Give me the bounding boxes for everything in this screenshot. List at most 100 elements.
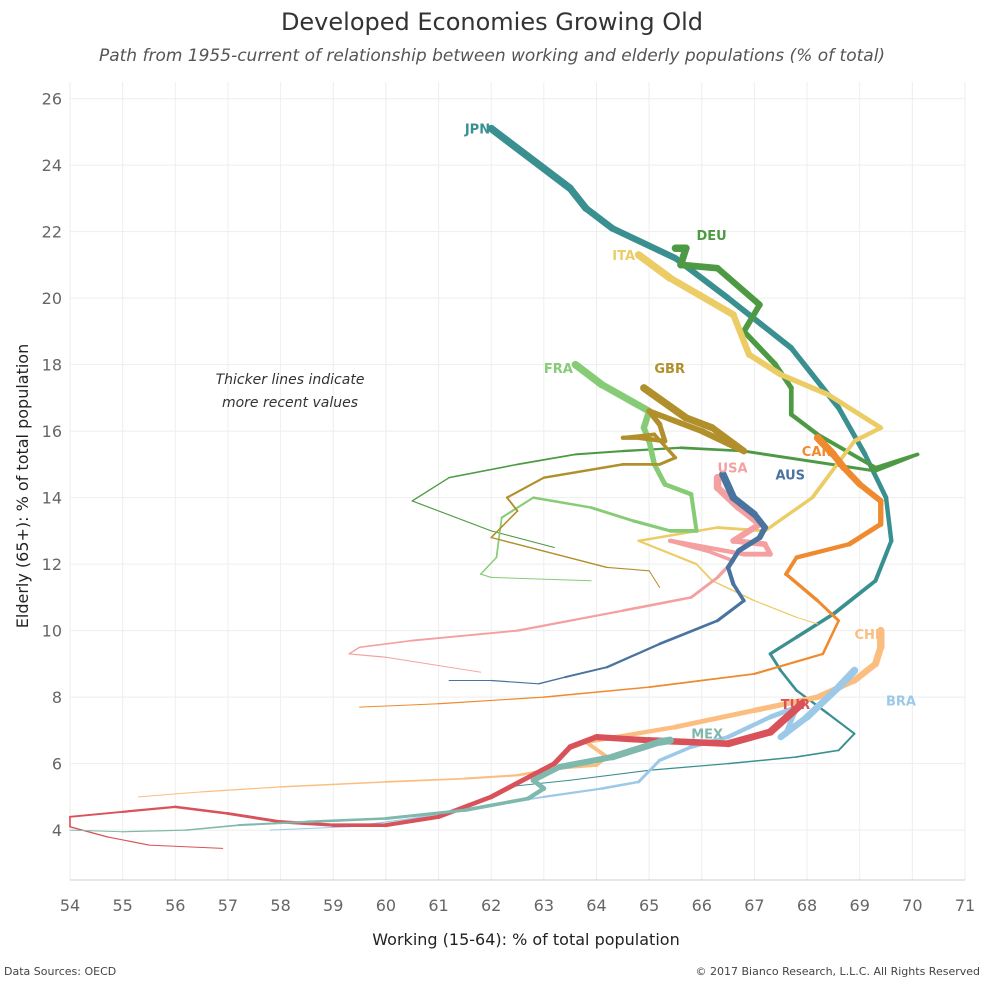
- grid: [69, 82, 966, 881]
- line-segment: [714, 265, 763, 308]
- line-segment: [705, 549, 736, 563]
- line-segment: [640, 384, 690, 422]
- line-segment: [582, 204, 616, 232]
- x-axis-ticks: 54 55 56 57 58 59 60 61 62 63 64 65 66 67 68 69 70 71: [60, 896, 975, 915]
- series-gbr: [490, 384, 748, 588]
- line-segment: [840, 464, 863, 488]
- line-segment: [831, 578, 878, 616]
- line-segment: [736, 534, 763, 554]
- line-segment: [658, 456, 677, 466]
- line-segment: [237, 820, 308, 827]
- x-tick-label: 57: [218, 896, 238, 915]
- line-segment: [794, 612, 836, 640]
- line-segment: [600, 780, 640, 790]
- data-source-note: Data Sources: OECD: [4, 965, 117, 978]
- line-segment: [714, 484, 743, 512]
- line-segment: [779, 669, 798, 692]
- series-bra: [269, 666, 859, 831]
- line-segment: [569, 769, 650, 781]
- line-segment: [411, 629, 519, 642]
- line-segment: [305, 817, 388, 824]
- line-segment: [657, 421, 668, 444]
- series-mex: [69, 736, 674, 833]
- line-segment: [348, 646, 361, 655]
- line-segment: [751, 694, 821, 714]
- y-tick-label: 18: [42, 356, 62, 375]
- line-segment: [448, 463, 519, 479]
- line-segment: [673, 708, 757, 730]
- line-segment: [666, 274, 737, 319]
- series-label-fra: FRA: [544, 362, 573, 377]
- line-segment: [69, 829, 124, 833]
- line-segment: [608, 738, 664, 761]
- line-segment: [488, 761, 557, 800]
- line-segment: [525, 786, 546, 801]
- series-can: [359, 434, 884, 708]
- x-tick-label: 70: [902, 896, 922, 915]
- line-segment: [463, 774, 519, 780]
- line-segment: [563, 666, 608, 679]
- y-tick-label: 6: [52, 755, 62, 774]
- line-segment: [741, 328, 779, 368]
- series-chl: [137, 626, 885, 798]
- line-segment: [873, 452, 920, 470]
- line-segment: [634, 251, 674, 282]
- line-segment: [479, 556, 498, 575]
- line-segment: [411, 477, 450, 502]
- line-segment: [69, 826, 108, 838]
- line-segment: [708, 424, 748, 455]
- line-segment: [605, 642, 661, 669]
- line-segment: [677, 261, 721, 272]
- line-segment: [716, 526, 767, 533]
- line-segment: [837, 732, 856, 752]
- series-label-aus: AUS: [775, 468, 805, 483]
- line-segment: [411, 500, 492, 532]
- line-segment: [768, 635, 799, 656]
- line-segment: [490, 536, 608, 569]
- x-axis-label: Working (15-64): % of total population: [372, 930, 679, 949]
- line-segment: [359, 703, 440, 708]
- line-segment: [689, 575, 720, 599]
- line-segment: [505, 476, 545, 499]
- x-tick-label: 66: [692, 896, 712, 915]
- line-segment: [571, 360, 606, 389]
- line-segment: [651, 461, 668, 487]
- line-segment: [185, 824, 240, 831]
- line-segment: [784, 572, 820, 603]
- line-segment: [636, 435, 668, 444]
- line-segment: [137, 791, 203, 798]
- line-segment: [648, 762, 729, 771]
- line-segment: [827, 712, 856, 735]
- line-segment: [148, 844, 224, 849]
- line-segment: [648, 570, 661, 588]
- series-label-jpn: JPN: [464, 123, 490, 138]
- line-segment: [490, 510, 519, 539]
- line-segment: [816, 599, 841, 623]
- line-segment: [621, 596, 693, 612]
- series-label-can: CAN: [802, 445, 832, 460]
- line-segment: [637, 539, 698, 566]
- line-segment: [490, 530, 555, 548]
- line-segment: [201, 786, 282, 793]
- series-usa: [348, 473, 773, 673]
- x-tick-label: 68: [797, 896, 817, 915]
- line-segment: [566, 184, 590, 212]
- line-segment: [794, 541, 852, 560]
- line-segment: [646, 408, 705, 435]
- y-tick-label: 20: [42, 289, 62, 308]
- line-segment: [655, 736, 674, 746]
- line-segment: [551, 744, 573, 767]
- x-tick-label: 64: [586, 896, 606, 915]
- series-label-usa: USA: [718, 462, 748, 477]
- line-segment: [506, 496, 519, 512]
- line-segment: [679, 446, 746, 453]
- line-segment: [746, 351, 784, 378]
- line-segment: [813, 434, 838, 459]
- line-segment: [516, 453, 577, 466]
- line-segment: [851, 660, 879, 684]
- line-segment: [834, 666, 859, 691]
- y-axis-ticks: 4 6 8 10 12 14 16 18 20 22 24 26: [42, 90, 62, 841]
- y-tick-label: 24: [42, 156, 62, 175]
- y-tick-label: 14: [42, 489, 62, 508]
